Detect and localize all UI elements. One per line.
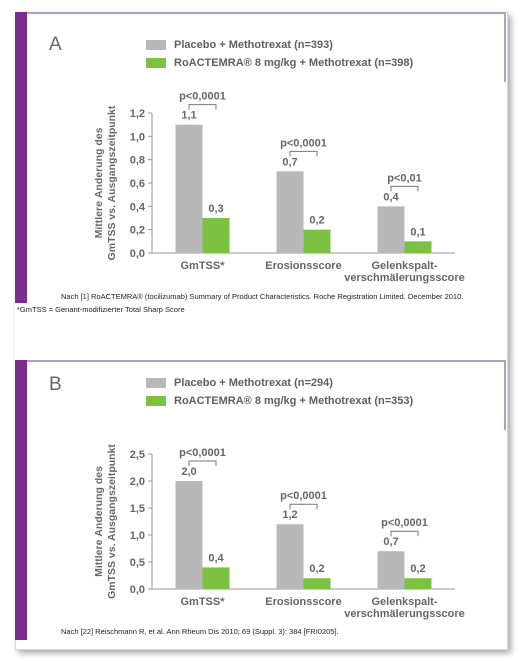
y-tick-label: 2,5 bbox=[130, 449, 145, 461]
bar-roactemra bbox=[404, 578, 432, 589]
panel-letter: B bbox=[49, 374, 62, 395]
source-note: Nach [1] RoACTEMRA® (tocilizumab) Summar… bbox=[61, 292, 464, 301]
x-category-label: Erosionsscore bbox=[265, 596, 341, 608]
x-category-label: verschmälerungsscore bbox=[344, 608, 464, 620]
bar-value-label: 0,4 bbox=[383, 191, 399, 203]
bar-placebo bbox=[276, 171, 304, 253]
y-axis-label: Mittlere Änderung desGmTSS vs. Ausgangsz… bbox=[95, 105, 118, 260]
panel-border-right bbox=[504, 12, 506, 82]
bar-value-label: 0,7 bbox=[282, 156, 297, 168]
y-tick-label: 0,0 bbox=[130, 584, 145, 596]
bar-roactemra bbox=[303, 578, 331, 589]
bar-value-label: 0,3 bbox=[208, 203, 223, 215]
legend-item-roactemra: RoACTEMRA® 8 mg/kg + Methotrexat (n=398) bbox=[146, 57, 413, 69]
panel-border-top bbox=[27, 12, 506, 14]
y-tick-label: 0,4 bbox=[130, 201, 146, 213]
bar-placebo bbox=[175, 124, 203, 254]
bar-value-label: 1,2 bbox=[282, 509, 297, 521]
y-tick-label: 1,0 bbox=[130, 131, 145, 143]
bar-roactemra bbox=[303, 229, 331, 253]
legend-label: RoACTEMRA® 8 mg/kg + Methotrexat (n=398) bbox=[174, 57, 414, 69]
legend-item-roactemra: RoACTEMRA® 8 mg/kg + Methotrexat (n=353) bbox=[146, 395, 413, 407]
p-value-label: p<0,0001 bbox=[280, 137, 327, 149]
bar-value-label: 1,1 bbox=[181, 110, 196, 122]
bar-value-label: 0,7 bbox=[383, 536, 398, 548]
panel-stripe bbox=[15, 360, 27, 640]
significance-bracket bbox=[390, 530, 419, 537]
bar-roactemra bbox=[202, 567, 230, 589]
y-axis-label-line: GmTSS vs. Ausgangszeitpunkt bbox=[106, 444, 118, 599]
footnote: *GmTSS = Genant-modifizierter Total Shar… bbox=[17, 305, 185, 314]
p-value-label: p<0,0001 bbox=[179, 447, 226, 459]
legend-swatch-green bbox=[146, 396, 166, 406]
p-value-label: p<0,0001 bbox=[179, 91, 226, 103]
x-category-label: Gelenkspalt- bbox=[371, 260, 437, 272]
bar-value-label: 2,0 bbox=[181, 466, 196, 478]
bar-chart-a: Mittlere Änderung desGmTSS vs. Ausgangsz… bbox=[95, 91, 465, 284]
p-value-label: p<0,01 bbox=[387, 172, 422, 184]
chart-panel-b: B Placebo + Methotrexat (n=294) RoACTEMR… bbox=[15, 360, 506, 640]
footnote-strip bbox=[15, 303, 506, 360]
y-axis-label-line: Mittlere Änderung des bbox=[95, 466, 105, 577]
x-category-label: GmTSS* bbox=[180, 260, 225, 272]
bar-chart-b: Mittlere Änderung desGmTSS vs. Ausgangsz… bbox=[95, 444, 465, 620]
y-tick-label: 0,5 bbox=[130, 557, 145, 569]
y-axis-label: Mittlere Änderung desGmTSS vs. Ausgangsz… bbox=[95, 444, 118, 599]
y-tick-label: 0,8 bbox=[130, 155, 145, 167]
panel-letter: A bbox=[49, 34, 62, 55]
x-category-label: Gelenkspalt- bbox=[371, 596, 437, 608]
x-category-label: Erosionsscore bbox=[265, 260, 341, 272]
chart-panel-a: A Placebo + Methotrexat (n=393) RoACTEMR… bbox=[15, 12, 506, 303]
y-tick-label: 0,0 bbox=[130, 248, 145, 260]
source-note: Nach [22] Reischmann R, et al. Ann Rheum… bbox=[61, 627, 339, 636]
y-tick-label: 0,6 bbox=[130, 178, 145, 190]
legend-label: Placebo + Methotrexat (n=393) bbox=[174, 39, 333, 51]
legend-swatch-gray bbox=[146, 378, 166, 388]
significance-bracket bbox=[390, 185, 419, 192]
y-tick-label: 1,0 bbox=[130, 530, 145, 542]
significance-bracket bbox=[188, 460, 217, 466]
significance-bracket bbox=[289, 503, 318, 510]
y-tick-label: 1,5 bbox=[130, 503, 145, 515]
significance-bracket bbox=[188, 104, 217, 110]
y-axis-label-line: Mittlere Änderung des bbox=[95, 127, 105, 238]
x-category-label: verschmälerungsscore bbox=[344, 272, 464, 284]
bar-roactemra bbox=[404, 241, 432, 253]
x-category-label: GmTSS* bbox=[180, 596, 225, 608]
y-axis-label-line: GmTSS vs. Ausgangszeitpunkt bbox=[106, 105, 118, 260]
bar-placebo bbox=[276, 524, 304, 589]
y-tick-label: 1,2 bbox=[130, 108, 145, 120]
bar-value-label: 0,4 bbox=[208, 552, 224, 564]
bar-value-label: 0,2 bbox=[309, 215, 324, 227]
bar-placebo bbox=[377, 551, 405, 589]
bar-value-label: 0,1 bbox=[410, 226, 425, 238]
bar-roactemra bbox=[202, 218, 230, 253]
y-tick-label: 0,2 bbox=[130, 225, 145, 237]
p-value-label: p<0,0001 bbox=[280, 490, 327, 502]
bar-value-label: 0,2 bbox=[309, 563, 324, 575]
legend-label: Placebo + Methotrexat (n=294) bbox=[174, 377, 333, 389]
y-tick-label: 2,0 bbox=[130, 476, 145, 488]
panel-stripe bbox=[15, 12, 27, 303]
legend-item-placebo: Placebo + Methotrexat (n=294) bbox=[146, 377, 333, 389]
significance-bracket bbox=[289, 150, 318, 157]
legend-swatch-green bbox=[146, 58, 166, 68]
panel-border-right bbox=[504, 360, 506, 430]
legend-label: RoACTEMRA® 8 mg/kg + Methotrexat (n=353) bbox=[174, 395, 414, 407]
bar-placebo bbox=[175, 481, 203, 589]
panel-border-top bbox=[27, 360, 506, 362]
legend-item-placebo: Placebo + Methotrexat (n=393) bbox=[146, 39, 333, 51]
bar-value-label: 0,2 bbox=[410, 563, 425, 575]
bar-placebo bbox=[377, 206, 405, 253]
p-value-label: p<0,0001 bbox=[381, 517, 428, 529]
legend-swatch-gray bbox=[146, 40, 166, 50]
